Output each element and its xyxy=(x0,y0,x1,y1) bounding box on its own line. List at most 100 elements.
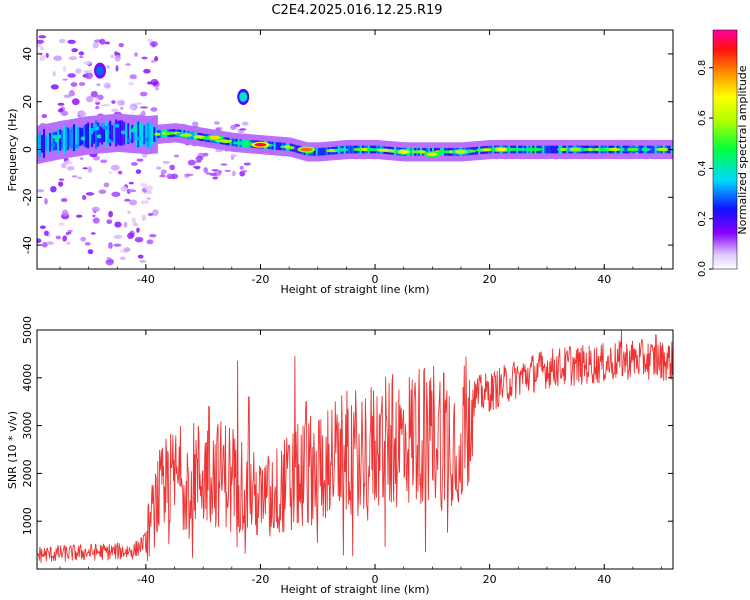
colorbar-label: Normalized spectral amplitude xyxy=(736,65,749,234)
noise-speckle xyxy=(60,198,68,203)
noise-speckle xyxy=(96,83,101,87)
snr-x-tick-label: -40 xyxy=(137,573,155,586)
noise-speckle xyxy=(146,239,154,245)
noise-speckle xyxy=(53,55,63,61)
noise-speckle xyxy=(68,90,75,97)
noise-speckle xyxy=(92,214,96,217)
noise-speckle xyxy=(125,63,132,66)
noise-speckle xyxy=(95,101,100,105)
ridge-core xyxy=(77,127,80,147)
noise-speckle xyxy=(71,48,78,53)
noise-speckle xyxy=(134,52,138,57)
ridge-core xyxy=(79,127,82,146)
noise-speckle xyxy=(195,155,204,162)
figure-title: C2E4.2025.016.12.25.R19 xyxy=(271,3,442,18)
noise-speckle xyxy=(139,91,148,97)
ridge-highlight xyxy=(288,146,295,150)
ridge-core xyxy=(143,125,146,145)
noise-speckle xyxy=(50,185,57,193)
ridge-knot xyxy=(126,138,132,143)
noise-speckle xyxy=(55,235,62,240)
noise-speckle xyxy=(75,214,83,218)
ridge-core xyxy=(59,129,62,151)
snr-panel: -40 -20 0 20 40 1000 2000 3000 4000 5000 Height o… xyxy=(6,316,674,596)
spectrogram-x-axis-label: Height of straight line (km) xyxy=(280,283,429,296)
ridge-core xyxy=(107,123,110,144)
noise-speckle xyxy=(66,166,75,171)
noise-speckle xyxy=(100,159,108,164)
ridge-core xyxy=(65,126,68,152)
noise-speckle xyxy=(192,165,201,169)
noise-speckle xyxy=(187,159,196,166)
ridge-core xyxy=(131,124,134,144)
noise-speckle xyxy=(211,169,219,172)
ridge-knot xyxy=(132,126,138,131)
noise-speckle xyxy=(37,189,45,193)
ridge-knot xyxy=(56,134,62,139)
noise-speckle xyxy=(129,74,137,80)
ridge-core xyxy=(554,145,557,154)
noise-speckle xyxy=(99,38,106,45)
noise-speckle xyxy=(231,170,236,177)
noise-speckle xyxy=(41,114,48,119)
ridge-core xyxy=(145,123,148,147)
noise-speckle xyxy=(106,219,113,225)
ridge-core xyxy=(313,148,317,156)
ridge-core xyxy=(113,122,116,144)
ridge-knot xyxy=(106,139,112,144)
ridge-core xyxy=(85,124,88,148)
ridge-peak xyxy=(426,152,439,157)
noise-speckle xyxy=(52,71,56,77)
noise-speckle xyxy=(63,160,73,165)
noise-speckle xyxy=(120,185,128,192)
ridge-core xyxy=(111,125,114,142)
ridge-core xyxy=(295,145,299,153)
noise-speckle xyxy=(87,166,93,173)
noise-speckle xyxy=(79,111,87,118)
colorbar-tick-label: 0.4 xyxy=(697,160,708,176)
noise-speckle xyxy=(230,124,237,130)
noise-speckle xyxy=(119,256,126,260)
noise-speckle xyxy=(92,42,99,49)
ridge-core xyxy=(91,123,94,147)
ridge-core xyxy=(135,121,138,147)
noise-speckle xyxy=(44,198,48,205)
noise-speckle xyxy=(67,229,73,233)
noise-speckle xyxy=(155,87,160,91)
ridge-core xyxy=(43,129,46,158)
ridge-highlight xyxy=(418,150,427,154)
noise-speckle xyxy=(39,54,46,62)
noise-speckle xyxy=(108,242,113,249)
noise-speckle xyxy=(101,103,111,107)
ridge-core xyxy=(47,132,50,153)
noise-speckle xyxy=(80,236,87,242)
ridge-knot xyxy=(120,130,126,135)
ridge-peak xyxy=(254,142,267,147)
feature-blob xyxy=(239,91,248,102)
ridge-core xyxy=(277,142,281,150)
ridge-core xyxy=(71,126,74,150)
noise-speckle xyxy=(75,68,82,74)
colorbar-frame xyxy=(712,29,738,270)
ridge-core xyxy=(652,145,656,154)
snr-series-line xyxy=(37,330,673,563)
ridge-knot xyxy=(54,138,60,143)
noise-speckle xyxy=(105,259,114,266)
ridge-core xyxy=(63,125,66,154)
noise-speckle xyxy=(90,232,96,235)
noise-speckle xyxy=(81,195,87,200)
noise-speckle xyxy=(113,243,122,247)
ridge-core xyxy=(323,147,327,156)
ridge-highlight xyxy=(482,148,493,152)
ridge-core xyxy=(61,130,64,150)
noise-speckle xyxy=(140,110,146,118)
ridge-knot xyxy=(102,125,108,130)
ridge-core xyxy=(544,145,547,154)
noise-speckle xyxy=(98,189,107,194)
noise-speckle xyxy=(58,38,66,44)
ridge-peak xyxy=(455,150,467,154)
noise-speckle xyxy=(104,41,110,45)
ridge-highlight xyxy=(587,147,594,152)
noise-speckle xyxy=(58,222,65,226)
noise-speckle xyxy=(67,73,77,78)
